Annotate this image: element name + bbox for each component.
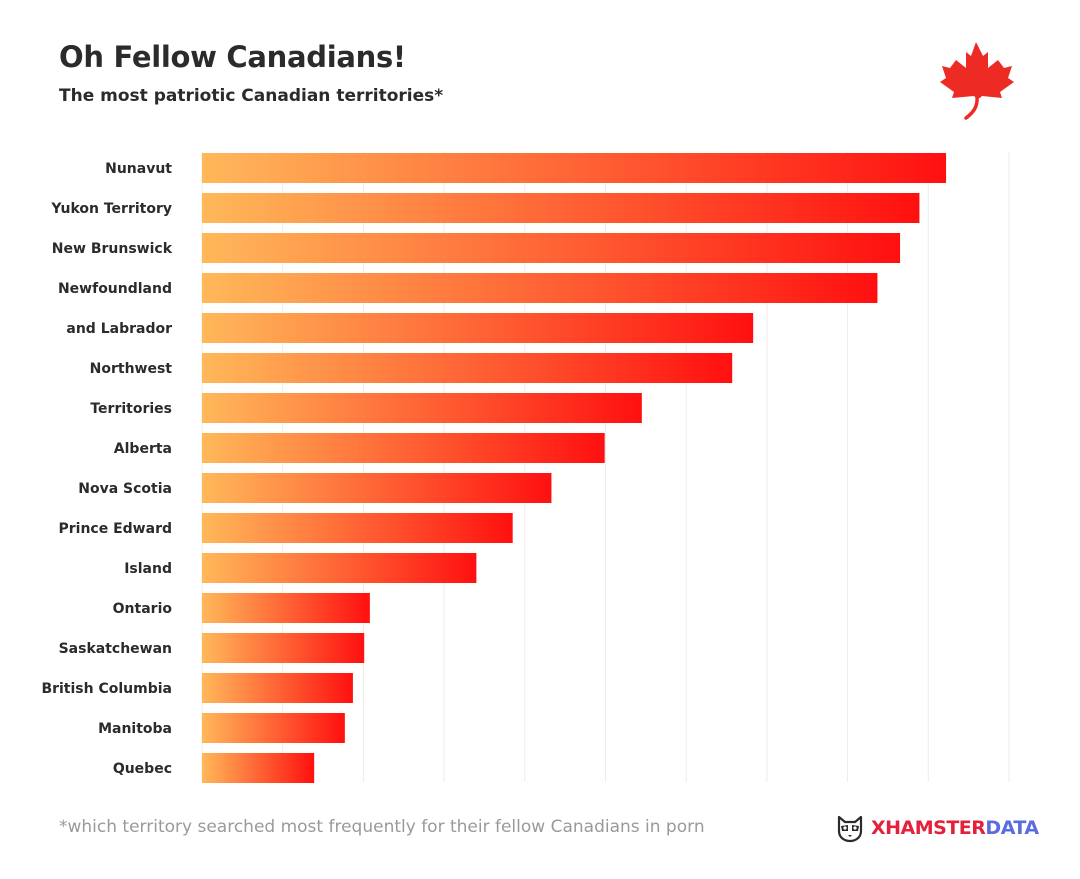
raccoon-mascot-icon [837, 815, 863, 843]
brand-name-secondary: DATA [985, 817, 1039, 839]
bar [202, 153, 947, 183]
chart-subtitle: The most patriotic Canadian territories* [59, 86, 444, 106]
bar [202, 433, 605, 463]
footnote: *which territory searched most frequentl… [59, 817, 705, 837]
brand-name-primary: XHAMSTER [871, 817, 986, 839]
bar [202, 713, 345, 743]
category-label: Yukon Territory [50, 201, 172, 217]
brand-logo: XHAMSTERDATA [835, 812, 1039, 844]
maple-leaf-icon [940, 42, 1014, 120]
bar [202, 633, 365, 663]
category-label: Saskatchewan [59, 641, 172, 657]
category-label: Ontario [113, 601, 173, 617]
category-label: Territories [90, 401, 172, 417]
category-label: Newfoundland [58, 281, 172, 297]
category-label: Nova Scotia [78, 481, 172, 497]
bar [202, 593, 370, 623]
bar [202, 553, 477, 583]
category-label: Alberta [114, 441, 172, 457]
category-label: British Columbia [41, 681, 172, 697]
bar [202, 473, 552, 503]
brand-name: XHAMSTERDATA [871, 817, 1039, 839]
bar [202, 353, 733, 383]
category-label: Manitoba [98, 721, 172, 737]
category-label: Quebec [113, 761, 172, 777]
category-axis-labels: Nunavut Yukon Territory New Brunswick Newfo… [41, 161, 172, 777]
bar [202, 753, 315, 783]
bar [202, 673, 353, 703]
category-label: New Brunswick [52, 241, 173, 257]
bar [202, 313, 754, 343]
category-label: Island [124, 561, 172, 577]
bar [202, 273, 878, 303]
maple-leaf-stem [964, 94, 979, 120]
chart-title: Oh Fellow Canadians! [59, 40, 406, 74]
bar-series [202, 153, 947, 783]
bar [202, 193, 920, 223]
category-label: Nunavut [105, 161, 172, 177]
bar [202, 513, 513, 543]
category-label: Prince Edward [59, 521, 173, 537]
category-label: Northwest [90, 361, 173, 377]
category-label: and Labrador [66, 321, 172, 337]
bar [202, 233, 901, 263]
bar [202, 393, 642, 423]
maple-leaf-shape [940, 42, 1014, 98]
